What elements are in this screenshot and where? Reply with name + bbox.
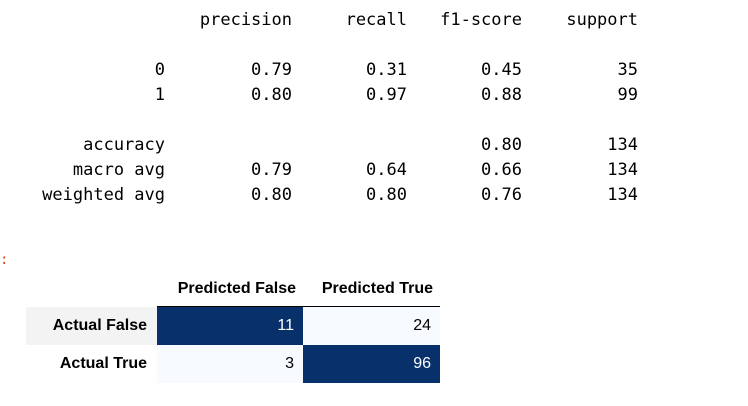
- report-cell-f1-score: 0.80: [481, 135, 522, 155]
- report-cell-support: 134: [607, 160, 638, 180]
- report-header-support: support: [566, 10, 638, 30]
- report-cell-precision: 0.79: [251, 160, 292, 180]
- report-cell-support: 134: [607, 135, 638, 155]
- report-header-f1-score: f1-score: [440, 10, 522, 30]
- report-cell-support: 99: [617, 85, 638, 105]
- confusion-matrix-corner: [26, 272, 157, 307]
- report-cell-precision: 0.80: [251, 85, 292, 105]
- report-cell-recall: 0.64: [366, 160, 407, 180]
- report-cell-f1-score: 0.45: [481, 60, 522, 80]
- report-cell-recall: 0.97: [366, 85, 407, 105]
- confusion-matrix-header-row: Predicted False Predicted True: [26, 272, 440, 307]
- report-row-label: macro avg: [72, 160, 165, 180]
- report-cell-precision: 0.79: [251, 60, 292, 80]
- report-row-weighted-avg: weighted avg 0.80 0.80 0.76 134: [0, 183, 748, 208]
- report-header-recall: recall: [345, 10, 407, 30]
- output-prompt-marker: :: [0, 252, 9, 268]
- report-row-macro-avg: macro avg 0.79 0.64 0.66 134: [0, 158, 748, 183]
- report-cell-precision: 0.80: [251, 185, 292, 205]
- report-cell-f1-score: 0.88: [481, 85, 522, 105]
- cell-actual-false-predicted-false: 11: [157, 306, 303, 345]
- report-cell-f1-score: 0.76: [481, 185, 522, 205]
- table-row-actual-true: Actual True 3 96: [26, 345, 440, 383]
- report-cell-support: 35: [617, 60, 638, 80]
- cell-actual-true-predicted-true: 96: [303, 345, 440, 383]
- cell-actual-false-predicted-true: 24: [303, 306, 440, 345]
- report-row-label: weighted avg: [42, 185, 165, 205]
- report-row-label: accuracy: [83, 135, 165, 155]
- column-header-predicted-false: Predicted False: [157, 272, 303, 307]
- report-cell-recall: 0.31: [366, 60, 407, 80]
- column-header-predicted-true: Predicted True: [303, 272, 440, 307]
- cell-actual-true-predicted-false: 3: [157, 345, 303, 383]
- report-header-row: precision recall f1-score support: [0, 8, 748, 33]
- report-row-class-1: 1 0.80 0.97 0.88 99: [0, 83, 748, 108]
- report-row-label: 1: [154, 85, 165, 105]
- report-header-precision: precision: [199, 10, 292, 30]
- report-cell-support: 134: [607, 185, 638, 205]
- report-cell-f1-score: 0.66: [481, 160, 522, 180]
- report-row-accuracy: accuracy 0.80 134: [0, 133, 748, 158]
- table-row-actual-false: Actual False 11 24: [26, 306, 440, 345]
- report-row-label: 0: [154, 60, 165, 80]
- report-row-class-0: 0 0.79 0.31 0.45 35: [0, 58, 748, 83]
- row-header-actual-true: Actual True: [59, 355, 147, 372]
- report-cell-recall: 0.80: [366, 185, 407, 205]
- row-header-actual-false: Actual False: [26, 306, 157, 345]
- confusion-matrix-table: Predicted False Predicted True Actual Fa…: [26, 272, 440, 383]
- classification-report: precision recall f1-score support 0 0.79…: [0, 8, 748, 208]
